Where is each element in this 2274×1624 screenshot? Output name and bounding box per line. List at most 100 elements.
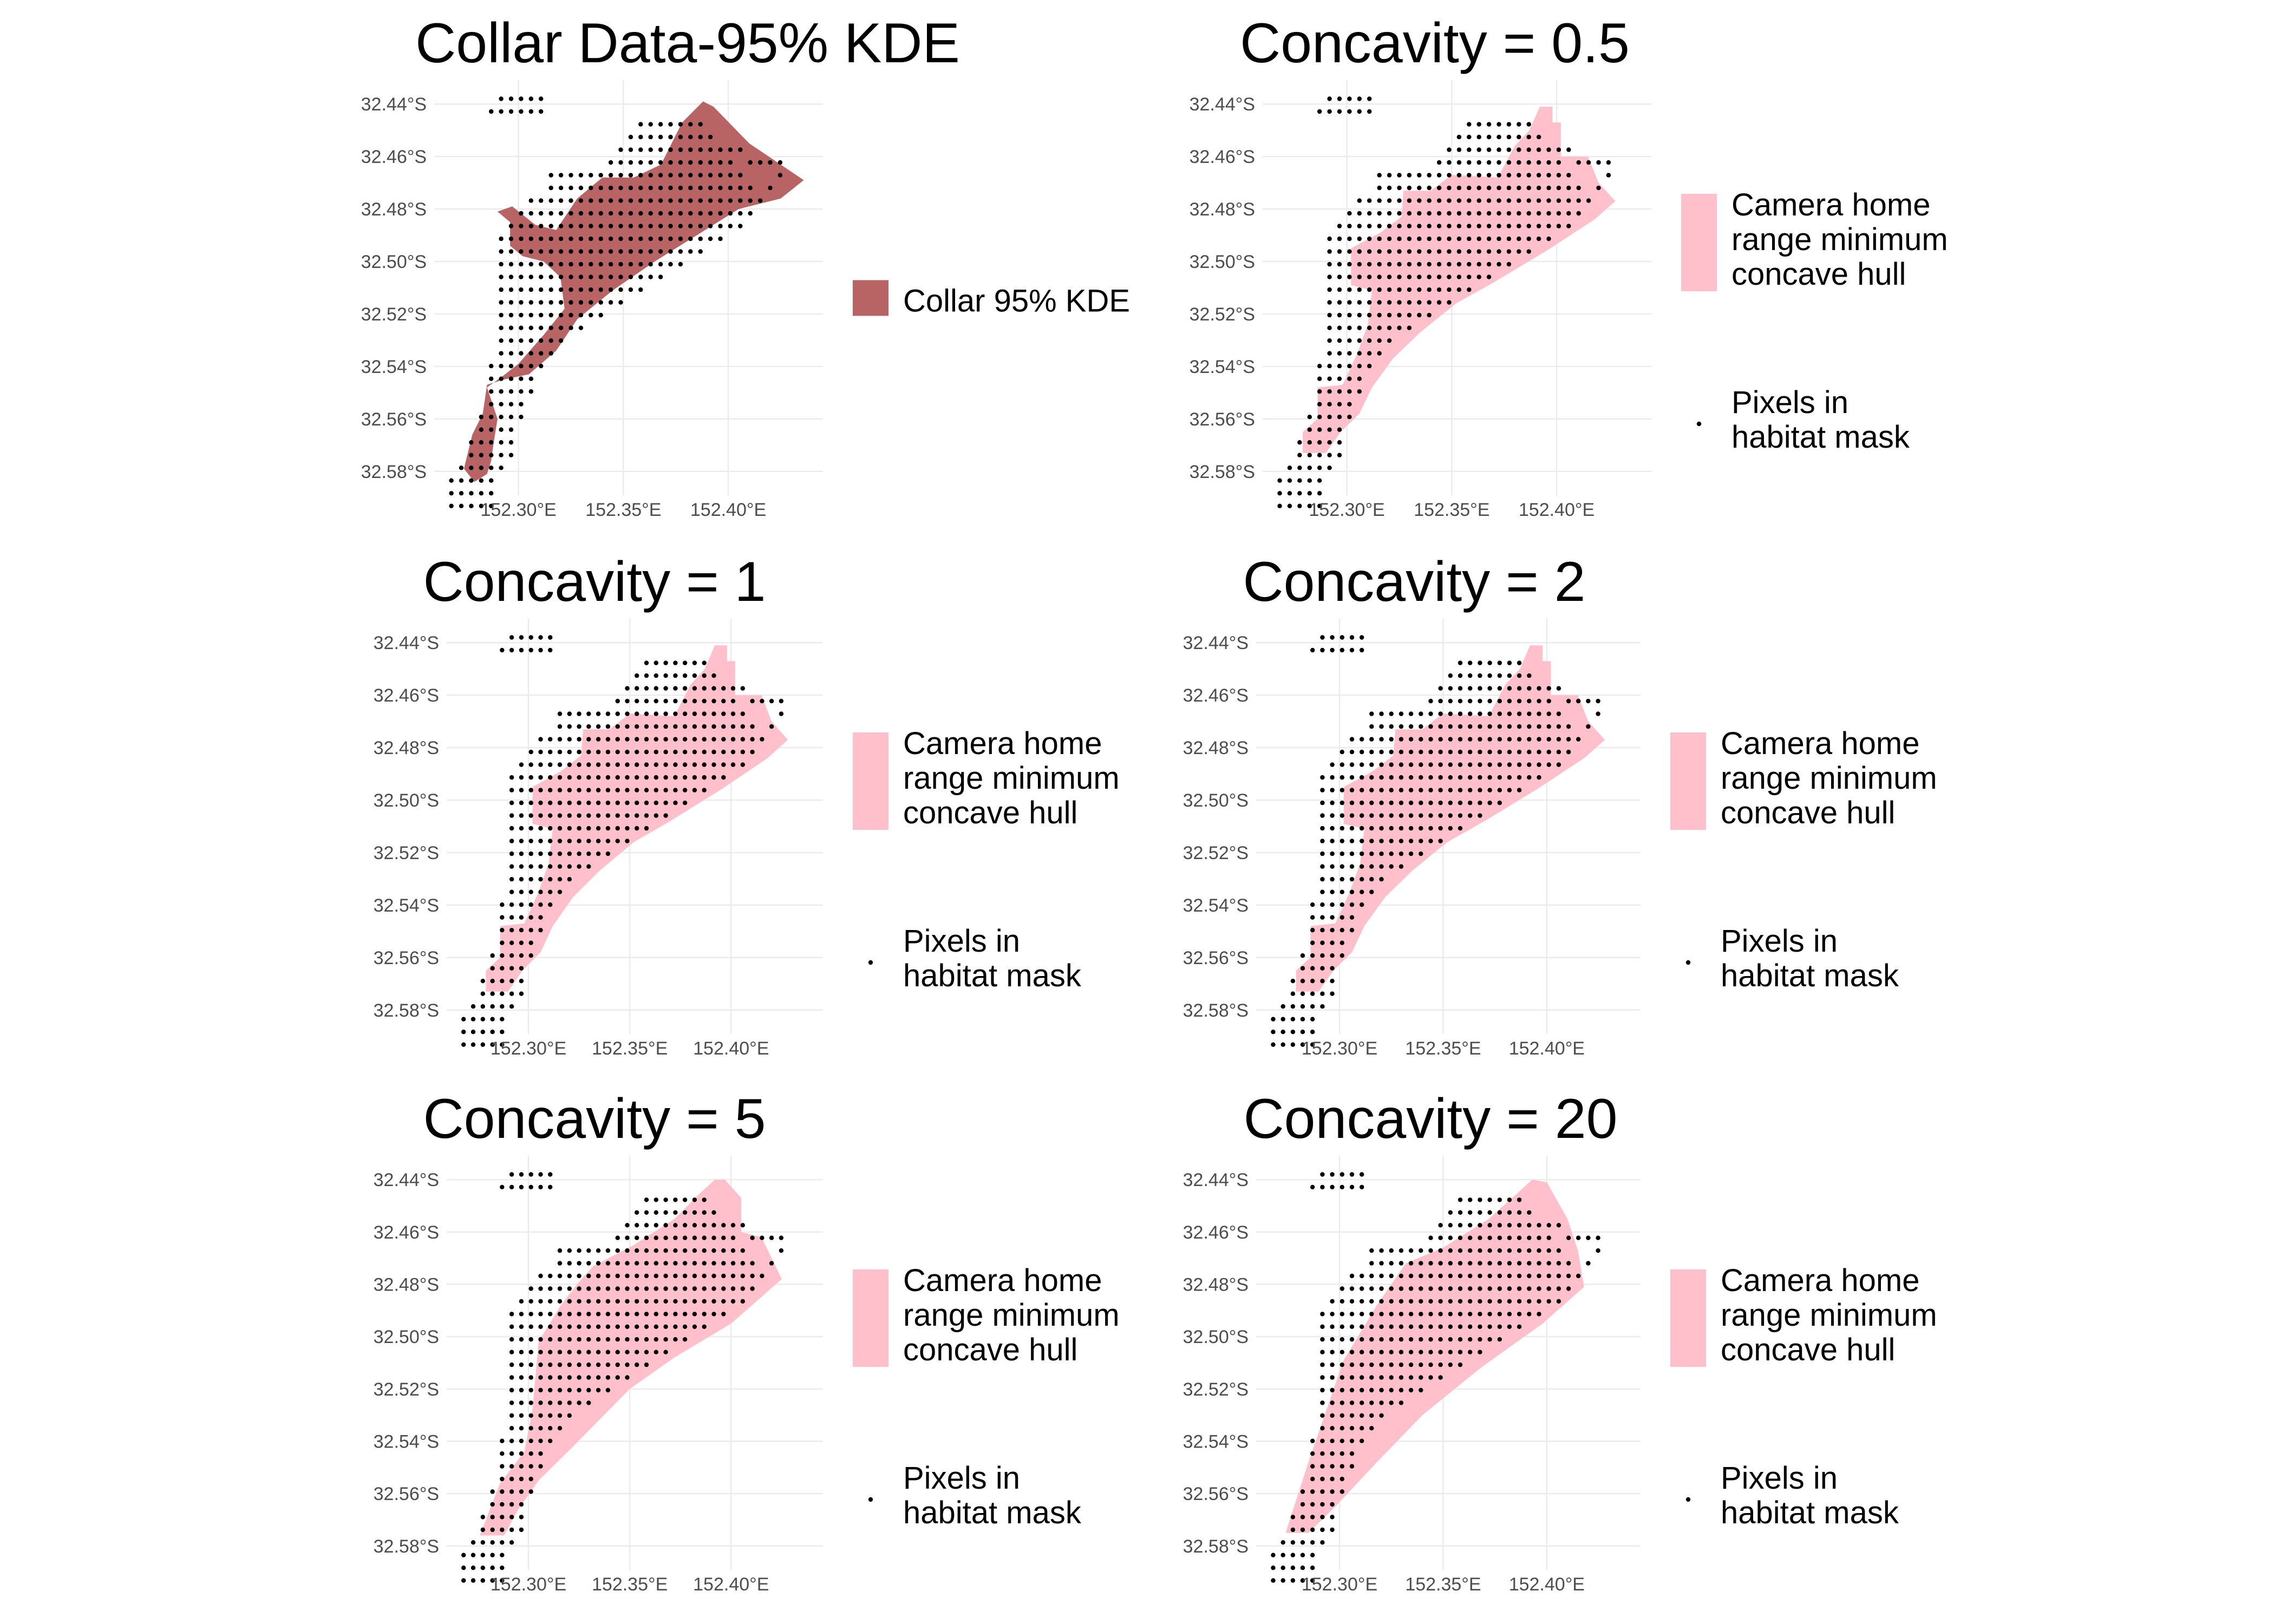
- habitat-pixel-point: [644, 1261, 649, 1266]
- habitat-pixel-point: [567, 1324, 572, 1329]
- habitat-pixel-point: [1310, 1515, 1315, 1520]
- habitat-pixel-point: [558, 325, 564, 330]
- legend-line: concave hull: [1731, 257, 1906, 292]
- habitat-pixel-point: [1377, 338, 1382, 343]
- habitat-pixel-point: [682, 1273, 688, 1279]
- habitat-pixel-point: [625, 1248, 630, 1253]
- habitat-pixel-point: [1357, 287, 1362, 292]
- habitat-pixel-point: [1369, 1350, 1374, 1354]
- habitat-pixel-point: [557, 1286, 563, 1291]
- habitat-pixel-point: [1427, 274, 1432, 279]
- habitat-pixel-point: [499, 300, 504, 305]
- habitat-pixel-point: [489, 376, 494, 381]
- habitat-pixel-point: [1407, 185, 1412, 191]
- habitat-pixel-point: [608, 173, 613, 178]
- habitat-pixel-point: [1438, 1337, 1443, 1342]
- habitat-pixel-point: [1566, 1286, 1571, 1291]
- habitat-pixel-point: [586, 851, 591, 856]
- habitat-pixel-point: [663, 1350, 668, 1354]
- habitat-pixel-point: [1399, 749, 1404, 755]
- habitat-pixel-point: [1497, 122, 1501, 127]
- habitat-pixel-point: [528, 902, 533, 907]
- habitat-pixel-point: [1389, 1350, 1394, 1354]
- habitat-pixel-point: [586, 788, 591, 793]
- habitat-pixel-point: [586, 1362, 591, 1367]
- habitat-pixel-point: [1546, 160, 1551, 165]
- habitat-pixel-point: [1389, 762, 1394, 767]
- habitat-pixel-point: [1369, 1312, 1374, 1317]
- habitat-pixel-point: [673, 1337, 678, 1342]
- habitat-pixel-point: [1337, 376, 1342, 381]
- habitat-pixel-point: [1438, 749, 1443, 755]
- habitat-pixel-point: [688, 134, 693, 140]
- habitat-pixel-point: [1337, 364, 1342, 369]
- habitat-pixel-point: [578, 173, 584, 178]
- habitat-pixel-point: [721, 1273, 726, 1279]
- habitat-pixel-point: [500, 1502, 505, 1507]
- habitat-pixel-point: [519, 300, 524, 305]
- habitat-pixel-point: [625, 1261, 630, 1266]
- habitat-pixel-point: [1360, 877, 1364, 882]
- habitat-pixel-point: [480, 991, 485, 996]
- habitat-pixel-point: [1297, 491, 1302, 496]
- habitat-pixel-point: [1537, 737, 1541, 742]
- habitat-pixel-point: [567, 800, 572, 806]
- habitat-pixel-point: [779, 698, 784, 704]
- habitat-pixel-point: [500, 1451, 505, 1456]
- habitat-pixel-point: [663, 1299, 668, 1304]
- habitat-pixel-point: [1310, 1017, 1315, 1021]
- habitat-pixel-point: [1320, 953, 1325, 958]
- habitat-pixel-point: [1327, 325, 1332, 330]
- habitat-pixel-point: [557, 1324, 563, 1329]
- habitat-pixel-point: [1330, 1184, 1335, 1190]
- habitat-pixel-point: [489, 427, 494, 432]
- habitat-pixel-point: [500, 979, 505, 984]
- habitat-pixel-point: [519, 1350, 524, 1354]
- habitat-pixel-point: [1537, 711, 1541, 716]
- habitat-pixel-point: [1419, 749, 1423, 755]
- habitat-pixel-point: [1271, 1553, 1276, 1557]
- habitat-pixel-point: [1330, 1527, 1335, 1533]
- habitat-pixel-point: [548, 300, 553, 305]
- habitat-pixel-point: [615, 839, 620, 843]
- y-tick-label: 32.52°S: [374, 1379, 439, 1400]
- habitat-pixel-point: [548, 261, 553, 267]
- habitat-pixel-point: [489, 364, 494, 369]
- habitat-pixel-point: [1456, 224, 1462, 228]
- habitat-pixel-point: [1360, 1172, 1364, 1177]
- habitat-pixel-point: [698, 236, 703, 241]
- habitat-pixel-point: [605, 1324, 611, 1329]
- habitat-pixel-point: [509, 1387, 514, 1393]
- habitat-pixel-point: [1447, 160, 1452, 165]
- habitat-pixel-point: [1546, 737, 1551, 742]
- habitat-pixel-point: [1377, 274, 1382, 279]
- habitat-pixel-point: [769, 724, 774, 729]
- habitat-pixel-point: [538, 826, 543, 831]
- habitat-pixel-point: [578, 249, 584, 254]
- habitat-pixel-point: [1497, 660, 1502, 665]
- habitat-pixel-point: [1330, 1172, 1335, 1177]
- habitat-pixel-point: [1419, 775, 1423, 780]
- habitat-pixel-point: [625, 724, 630, 729]
- habitat-pixel-point: [1478, 1261, 1482, 1266]
- habitat-pixel-point: [1349, 928, 1355, 933]
- y-tick-label: 32.52°S: [374, 843, 439, 863]
- habitat-pixel-point: [1347, 351, 1352, 356]
- habitat-pixel-point: [1320, 1451, 1325, 1456]
- habitat-pixel-point: [635, 1261, 639, 1266]
- habitat-pixel-point: [1537, 775, 1541, 780]
- legend-line: range minimum: [1721, 1298, 1937, 1333]
- habitat-pixel-point: [1349, 1451, 1355, 1456]
- habitat-pixel-point: [1387, 274, 1392, 279]
- habitat-pixel-point: [638, 287, 643, 292]
- habitat-pixel-point: [519, 1299, 524, 1304]
- habitat-pixel-point: [605, 724, 611, 729]
- habitat-pixel-point: [1468, 800, 1473, 806]
- habitat-pixel-point: [1448, 711, 1453, 716]
- habitat-pixel-point: [490, 979, 495, 984]
- habitat-pixel-point: [692, 1248, 697, 1253]
- habitat-pixel-point: [1546, 211, 1551, 216]
- habitat-pixel-point: [1507, 673, 1512, 678]
- habitat-pixel-point: [1300, 1540, 1305, 1545]
- habitat-pixel-point: [1537, 698, 1541, 704]
